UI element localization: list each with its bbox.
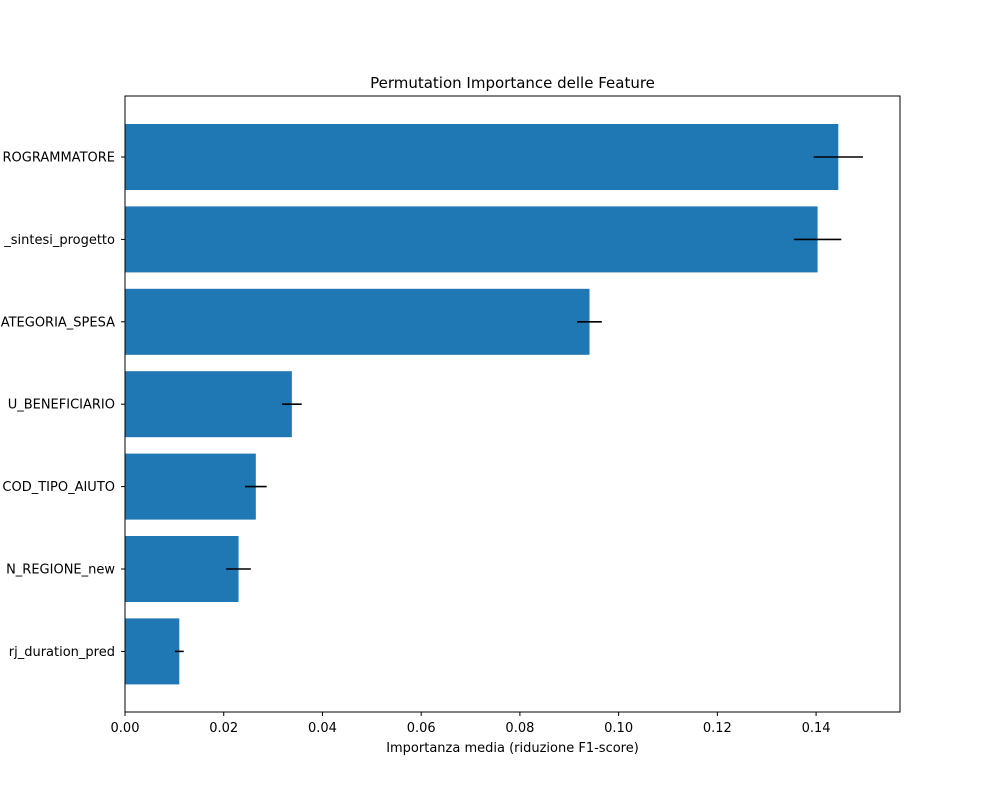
bar-6 bbox=[125, 618, 180, 685]
x-tick-label-1: 0.02 bbox=[209, 721, 238, 736]
bars-layer bbox=[125, 124, 839, 685]
y-tick-label-6: rj_duration_pred bbox=[9, 645, 115, 660]
y-axis: ROGRAMMATORE _sintesi_progetto ATEGORIA_SP… bbox=[1, 151, 125, 660]
y-tick-label-2: ATEGORIA_SPESA bbox=[1, 315, 115, 330]
y-tick-label-5: N_REGIONE_new bbox=[6, 563, 115, 578]
x-tick-label-6: 0.12 bbox=[703, 721, 732, 736]
bar-4 bbox=[125, 453, 256, 520]
x-tick-label-5: 0.10 bbox=[604, 721, 633, 736]
bar-0 bbox=[125, 124, 839, 190]
x-tick-label-0: 0.00 bbox=[111, 721, 140, 736]
x-tick-label-7: 0.14 bbox=[802, 721, 831, 736]
x-axis-label: Importanza media (riduzione F1-score) bbox=[386, 741, 639, 756]
y-tick-label-1: _sintesi_progetto bbox=[3, 233, 115, 248]
bar-1 bbox=[125, 206, 818, 273]
x-tick-label-2: 0.04 bbox=[308, 721, 337, 736]
y-tick-label-3: U_BENEFICIARIO bbox=[8, 398, 115, 413]
y-tick-label-0: ROGRAMMATORE bbox=[3, 151, 115, 166]
x-axis: 0.00 0.02 0.04 0.06 0.08 0.10 0.12 0.14 bbox=[111, 712, 831, 736]
x-tick-label-3: 0.06 bbox=[407, 721, 436, 736]
errorbars-layer bbox=[174, 156, 863, 653]
x-tick-label-4: 0.08 bbox=[505, 721, 534, 736]
bar-5 bbox=[125, 536, 239, 602]
chart-title: Permutation Importance delle Feature bbox=[370, 74, 655, 92]
bar-2 bbox=[125, 288, 590, 355]
y-tick-label-4: COD_TIPO_AIUTO bbox=[2, 480, 115, 495]
bar-3 bbox=[125, 371, 292, 438]
